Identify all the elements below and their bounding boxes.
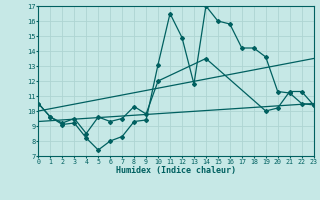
X-axis label: Humidex (Indice chaleur): Humidex (Indice chaleur) xyxy=(116,166,236,175)
